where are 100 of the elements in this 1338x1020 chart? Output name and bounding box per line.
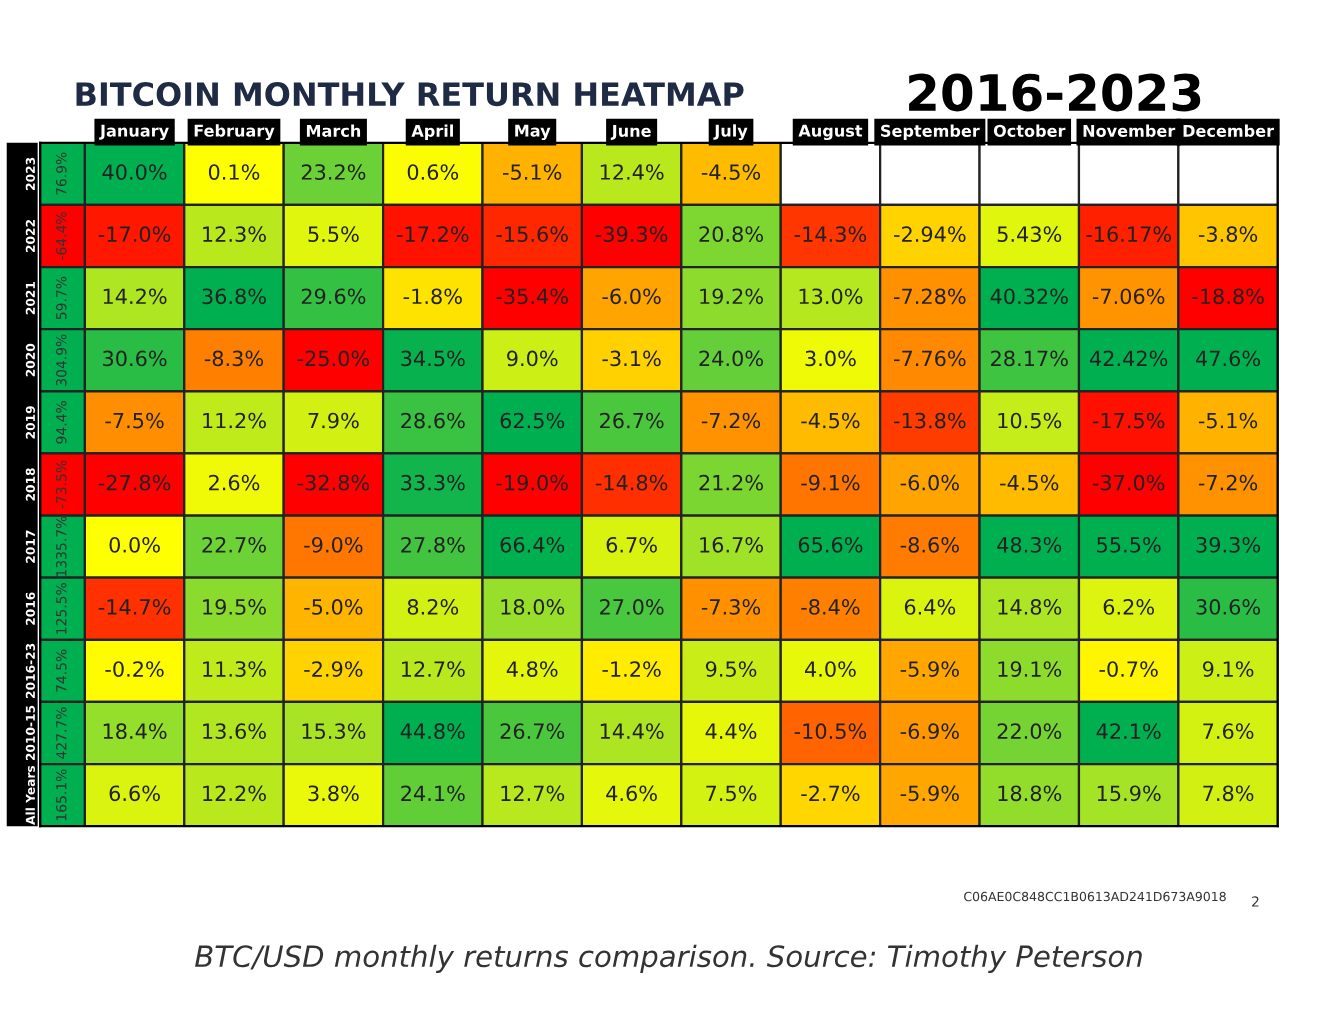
data-label: -5.0% — [304, 599, 363, 615]
data-label: 42.1% — [1096, 723, 1161, 740]
chart-title: BITCOIN MONTHLY RETURN HEATMAP — [76, 82, 744, 107]
data-label: -27.8% — [98, 474, 171, 491]
data-label: -7.3% — [701, 599, 761, 615]
data-label: -0.7% — [1099, 661, 1158, 677]
data-label: -2.94% — [894, 226, 966, 243]
data-label: 8.2% — [407, 599, 459, 615]
data-label: 7.9% — [308, 412, 359, 429]
data-label: 4.8% — [506, 661, 558, 677]
data-label: -0.2% — [105, 661, 164, 677]
data-label: 4.0% — [805, 661, 856, 677]
x-tick-label: August — [798, 124, 863, 141]
x-tick-label: June — [610, 124, 651, 140]
data-label: -7.2% — [701, 412, 761, 429]
data-label: 27.0% — [600, 599, 664, 615]
data-label: 20.8% — [699, 226, 763, 243]
chart-subtitle: 2016-2023 — [909, 73, 1201, 112]
data-label: -7.76% — [894, 350, 966, 367]
data-label: 5.5% — [308, 226, 359, 243]
data-label: 6.2% — [1103, 599, 1154, 615]
data-label: 12.3% — [203, 226, 266, 243]
data-label: 28.6% — [401, 412, 465, 429]
data-label: 9.5% — [705, 661, 757, 677]
data-label: 33.3% — [401, 474, 465, 491]
data-label: 12.4% — [600, 164, 664, 180]
data-label: 36.8% — [202, 288, 266, 305]
data-label: -4.5% — [701, 164, 761, 180]
data-label: 28.17% — [991, 350, 1068, 367]
data-label: -14.3% — [794, 226, 867, 243]
x-tick-label: February — [194, 124, 275, 141]
data-label: 15.9% — [1097, 785, 1161, 802]
data-label: -3.8% — [1198, 226, 1258, 243]
data-label: 21.2% — [699, 474, 763, 491]
x-tick-label: December — [1183, 124, 1275, 137]
data-label: 66.4% — [500, 536, 565, 553]
data-label: 22.0% — [997, 723, 1062, 740]
data-label: 6.6% — [109, 785, 160, 802]
data-label: -5.9% — [900, 661, 959, 677]
data-label: 6.7% — [606, 536, 657, 553]
data-label: 12.7% — [501, 785, 565, 802]
data-label: 0.0% — [109, 536, 160, 553]
data-label: -19.0% — [496, 474, 568, 491]
data-label: -9.0% — [304, 536, 363, 553]
x-tick-label: October — [993, 124, 1066, 137]
data-label: 34.5% — [401, 350, 465, 367]
data-label: 26.7% — [600, 412, 664, 429]
data-label: -10.5% — [794, 723, 867, 740]
data-label: 18.0% — [501, 599, 565, 615]
data-label: 7.6% — [1203, 723, 1254, 740]
data-label: -2.9% — [304, 661, 363, 677]
data-label: -17.0% — [98, 226, 171, 243]
data-label: 47.6% — [1196, 350, 1261, 367]
data-label: -13.8% — [894, 412, 966, 429]
data-label: 7.5% — [706, 785, 757, 802]
data-label: 12.2% — [203, 785, 266, 802]
x-tick-label: July — [713, 124, 748, 141]
data-label: -7.06% — [1092, 288, 1165, 305]
data-label: 26.7% — [500, 723, 565, 740]
data-label: 13.0% — [799, 288, 863, 305]
data-label: 23.2% — [301, 164, 366, 180]
text: BTC/USD monthly returns comparison. Source: Timothy Peterson — [195, 944, 1142, 973]
data-label: -16.17% — [1086, 226, 1171, 243]
data-label: 48.3% — [997, 536, 1062, 553]
data-label: -7.5% — [105, 412, 164, 429]
data-label: -14.8% — [595, 474, 668, 491]
data-label: -37.0% — [1092, 474, 1165, 491]
data-label: 13.6% — [203, 723, 266, 740]
data-label: 44.8% — [400, 723, 465, 740]
data-label: 4.4% — [705, 723, 757, 740]
data-label: 22.7% — [202, 536, 266, 553]
data-label: 0.1% — [208, 164, 260, 180]
data-label: 30.6% — [1196, 599, 1261, 615]
data-label: -7.2% — [1198, 474, 1258, 491]
data-label: -35.4% — [496, 288, 568, 305]
data-label: 11.3% — [203, 661, 266, 677]
data-label: 3.0% — [805, 350, 856, 367]
x-tick-label: March — [306, 124, 361, 137]
data-label: 7.8% — [1203, 785, 1254, 802]
data-label: 55.5% — [1097, 536, 1161, 553]
data-label: -8.3% — [204, 350, 264, 367]
data-label: 11.2% — [203, 412, 266, 429]
data-label: 39.3% — [1196, 536, 1261, 553]
data-label: 40.32% — [990, 288, 1068, 305]
data-label: 15.3% — [302, 723, 366, 740]
data-label: -6.9% — [900, 723, 959, 740]
data-label: -18.8% — [1192, 288, 1264, 305]
data-label: 19.1% — [998, 661, 1062, 677]
data-label: -5.1% — [503, 164, 562, 180]
data-label: 14.4% — [600, 723, 664, 740]
data-label: 0.6% — [407, 164, 459, 180]
data-label: -17.2% — [396, 226, 469, 243]
data-label: -39.3% — [595, 226, 668, 243]
data-label: 12.7% — [402, 661, 465, 677]
data-label: -2.7% — [801, 785, 860, 802]
data-label: 4.6% — [606, 785, 657, 802]
data-label: -1.2% — [602, 661, 661, 677]
data-label: -4.5% — [1000, 474, 1059, 491]
data-label: -5.9% — [900, 785, 959, 802]
data-label: 19.2% — [700, 288, 763, 305]
